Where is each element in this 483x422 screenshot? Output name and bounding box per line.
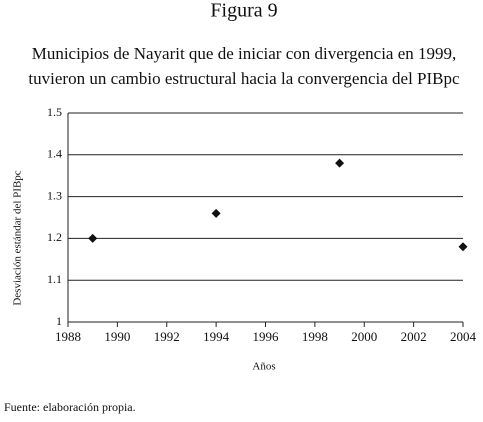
chart-title: tuvieron un cambio estructural hacia la …	[28, 69, 460, 88]
x-axis-label: Años	[252, 361, 275, 373]
y-tick-label: 1.1	[47, 272, 62, 286]
data-point	[211, 208, 221, 218]
y-tick-label: 1	[56, 314, 62, 328]
y-tick-label: 1.4	[47, 147, 62, 161]
x-tick-label: 1998	[302, 329, 328, 344]
x-tick-label: 2000	[351, 329, 377, 344]
y-tick-label: 1.5	[47, 105, 62, 119]
figure-label: Figura 9	[210, 0, 277, 22]
x-tick-label: 1990	[104, 329, 130, 344]
x-tick-label: 1994	[203, 329, 230, 344]
x-tick-label: 2002	[401, 329, 427, 344]
data-point	[458, 242, 468, 252]
x-tick-label: 2004	[450, 329, 477, 344]
source-note: Fuente: elaboración propia.	[4, 400, 136, 414]
x-tick-label: 1996	[253, 329, 280, 344]
x-tick-label: 1988	[55, 329, 81, 344]
data-point	[335, 158, 345, 168]
y-tick-label: 1.2	[47, 230, 62, 244]
y-axis-label: Desviación estándar del PIBpc	[12, 170, 24, 305]
chart-title: Municipios de Nayarit que de iniciar con…	[32, 44, 457, 63]
y-tick-label: 1.3	[47, 188, 62, 202]
data-point	[88, 233, 98, 243]
x-tick-label: 1992	[154, 329, 180, 344]
